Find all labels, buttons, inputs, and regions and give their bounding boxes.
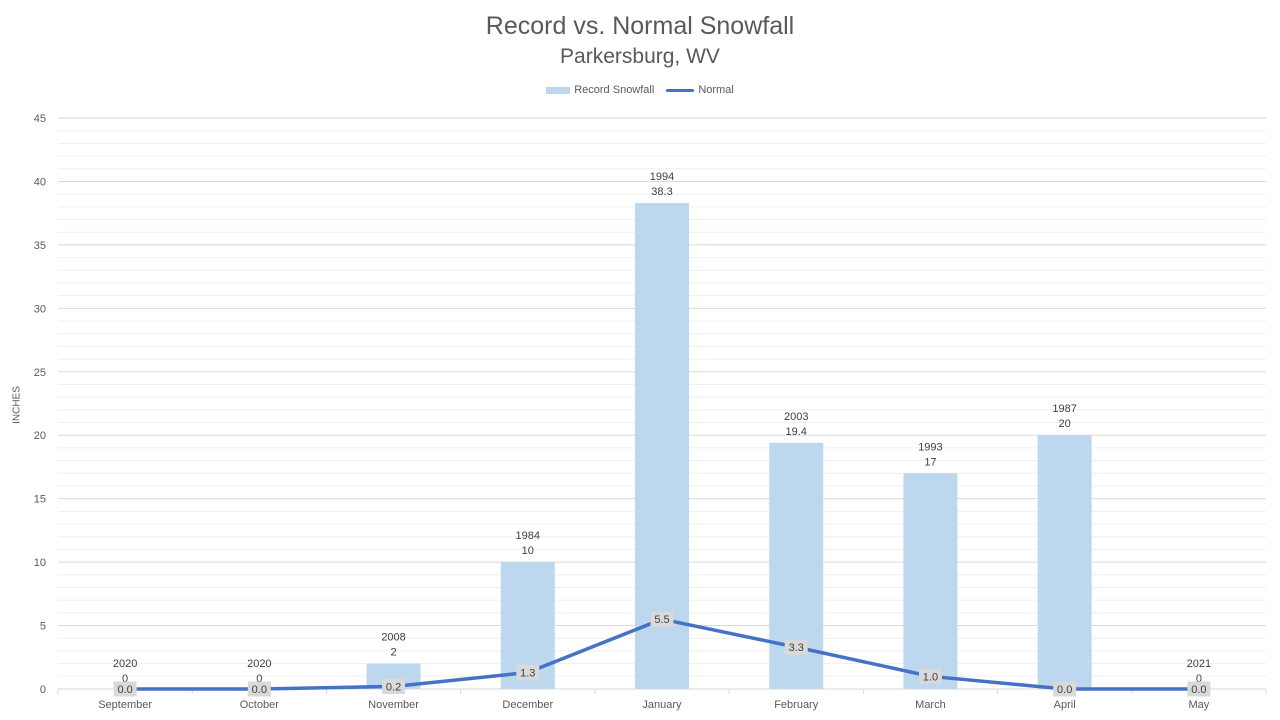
- y-tick-label: 30: [34, 303, 46, 315]
- x-tick-label: November: [368, 699, 419, 711]
- line-value-label: 0.2: [386, 681, 401, 693]
- line-value-label-box: [650, 611, 674, 627]
- x-tick-label: March: [915, 699, 946, 711]
- legend-label-record: Record Snowfall: [574, 84, 655, 96]
- bar-year-label: 2021: [1187, 658, 1211, 670]
- bar-value-label: 0: [1196, 673, 1202, 685]
- bar-record-snowfall: [903, 473, 958, 689]
- line-value-label-box: [382, 678, 406, 694]
- bar-value-label: 19.4: [786, 426, 807, 438]
- bar-year-label: 1994: [650, 171, 674, 183]
- y-tick-label: 45: [34, 113, 46, 125]
- y-tick-label: 5: [40, 621, 46, 633]
- line-value-label-box: [1053, 681, 1077, 697]
- bar-year-label: 1987: [1052, 403, 1076, 415]
- line-value-label-box: [1187, 681, 1211, 697]
- bar-value-label: 38.3: [651, 186, 672, 198]
- line-value-label-box: [516, 665, 540, 681]
- legend-item-normal: Normal: [666, 84, 734, 96]
- bar-year-label: 1993: [918, 441, 942, 453]
- x-tick-label: January: [642, 699, 682, 711]
- bar-year-label: 1984: [516, 530, 540, 542]
- x-tick-label: December: [502, 699, 553, 711]
- x-tick-label: May: [1188, 699, 1209, 711]
- bar-year-label: 2020: [247, 658, 271, 670]
- line-value-label-box: [784, 639, 808, 655]
- bar-record-snowfall: [1037, 435, 1092, 689]
- bar-value-label: 0: [122, 673, 128, 685]
- y-tick-label: 15: [34, 494, 46, 506]
- chart-subtitle: Parkersburg, WV: [560, 45, 720, 68]
- line-value-label-box: [113, 681, 137, 697]
- y-tick-label: 25: [34, 367, 46, 379]
- bar-value-label: 2: [390, 647, 396, 659]
- line-value-label: 3.3: [789, 642, 804, 654]
- x-tick-label: October: [240, 699, 279, 711]
- x-tick-label: September: [98, 699, 152, 711]
- bar-value-label: 0: [256, 673, 262, 685]
- y-tick-label: 20: [34, 430, 46, 442]
- bar-year-label: 2020: [113, 658, 137, 670]
- line-value-label: 0.0: [117, 684, 132, 696]
- line-value-label: 1.3: [520, 668, 535, 680]
- y-tick-label: 0: [40, 684, 46, 696]
- y-tick-label: 35: [34, 240, 46, 252]
- legend-swatch-record: [546, 86, 571, 94]
- y-tick-label: 10: [34, 557, 46, 569]
- line-value-label: 0.0: [1057, 684, 1072, 696]
- bar-value-label: 17: [924, 456, 936, 468]
- x-tick-label: February: [774, 699, 819, 711]
- line-value-label-box: [918, 668, 942, 684]
- bar-value-label: 10: [522, 545, 534, 557]
- line-value-label: 0.0: [252, 684, 267, 696]
- bar-value-label: 20: [1059, 418, 1071, 430]
- bar-year-label: 2003: [784, 411, 808, 423]
- bar-record-snowfall: [635, 203, 689, 689]
- legend-swatch-normal: [666, 88, 695, 92]
- legend-item-record: Record Snowfall: [546, 84, 654, 96]
- line-value-label: 1.0: [923, 671, 938, 683]
- bar-year-label: 2008: [381, 632, 405, 644]
- x-tick-label: April: [1054, 699, 1076, 711]
- chart-legend: Record Snowfall Normal: [0, 84, 1280, 96]
- line-value-label: 5.5: [654, 614, 669, 626]
- line-value-label: 0.0: [1191, 684, 1206, 696]
- chart-title: Record vs. Normal Snowfall: [485, 12, 795, 40]
- y-tick-label: 40: [34, 176, 46, 188]
- legend-label-normal: Normal: [698, 84, 734, 96]
- line-value-label-box: [247, 681, 271, 697]
